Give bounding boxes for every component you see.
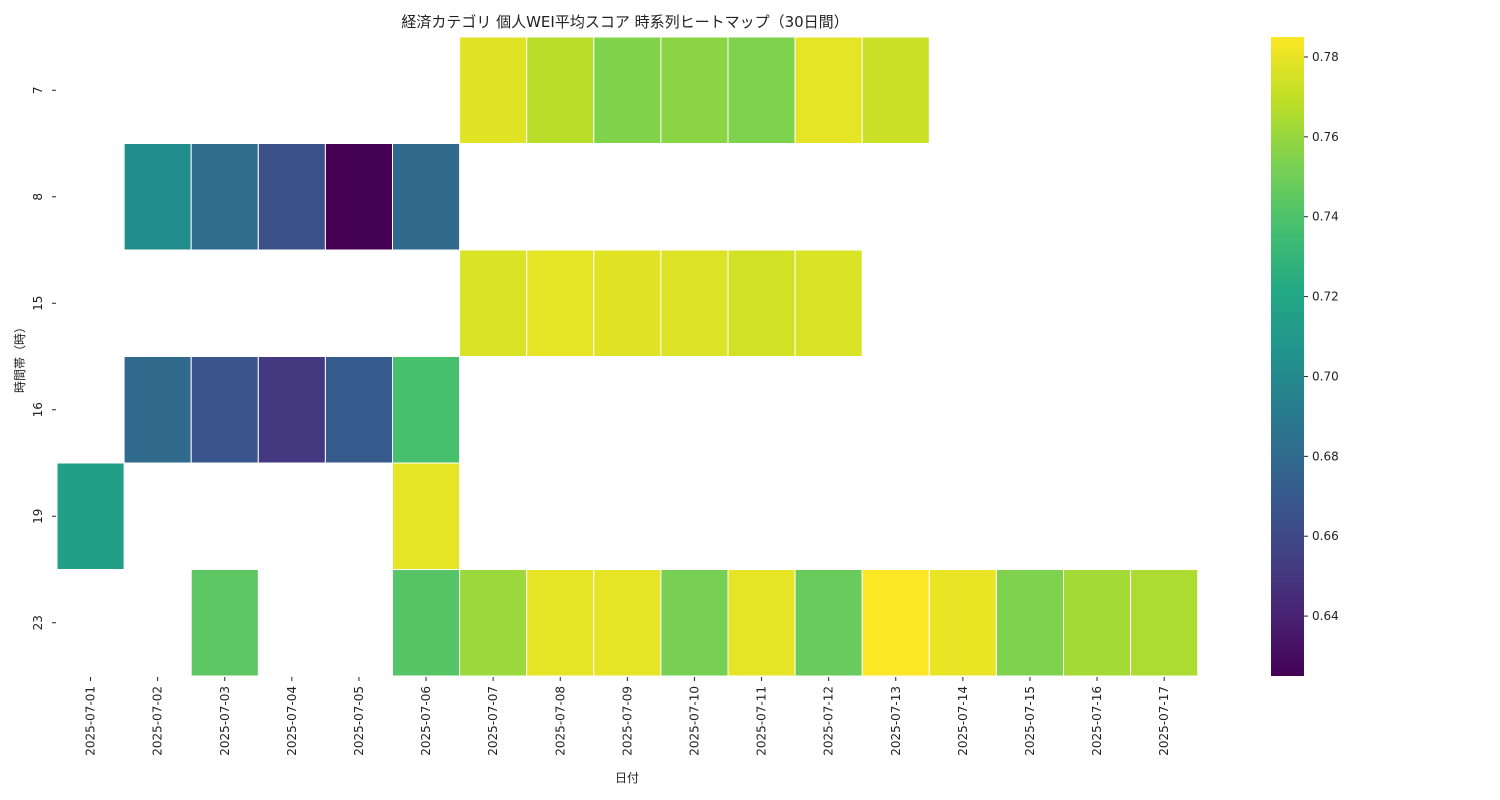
y-tick-label: 23: [31, 615, 45, 630]
x-axis-ticks: 2025-07-01 2025-07-02 2025-07-03 2025-07-04…: [84, 677, 1171, 756]
heatmap-cell: [727, 569, 796, 677]
y-tick-label: 8: [31, 193, 45, 201]
heatmap-cell: [324, 356, 393, 464]
heatmap-cell: [257, 356, 326, 464]
heatmap-cell: [123, 356, 192, 464]
x-tick-label: 2025-07-10: [687, 686, 701, 756]
x-tick-label: 2025-07-16: [1090, 686, 1104, 756]
heatmap-cell: [660, 249, 729, 357]
colorbar-tick-label: 0.78: [1312, 50, 1339, 64]
x-tick-label: 2025-07-12: [822, 686, 836, 756]
chart-title: 経済カテゴリ 個人WEI平均スコア 時系列ヒートマップ（30日間）: [401, 13, 848, 31]
heatmap-cells: [56, 36, 1199, 677]
heatmap-cell: [526, 36, 595, 144]
heatmap-cell: [190, 356, 259, 464]
heatmap-cell: [526, 569, 595, 677]
heatmap-cell: [794, 569, 863, 677]
heatmap-cell: [190, 143, 259, 251]
colorbar-tick-label: 0.70: [1312, 369, 1339, 383]
heatmap-cell: [660, 569, 729, 677]
x-tick-label: 2025-07-01: [84, 686, 98, 756]
heatmap-cell: [459, 249, 528, 357]
x-tick-label: 2025-07-11: [755, 686, 769, 756]
heatmap-cell: [593, 569, 662, 677]
heatmap-cell: [593, 36, 662, 144]
heatmap-cell: [1130, 569, 1199, 677]
y-axis-label: 時間帯（時）: [13, 321, 27, 393]
x-tick-label: 2025-07-08: [553, 686, 567, 756]
y-tick-label: 7: [31, 86, 45, 94]
x-axis-label: 日付: [615, 771, 639, 785]
heatmap-cell: [861, 569, 930, 677]
heatmap-cell: [995, 569, 1065, 677]
heatmap-cell: [928, 569, 997, 677]
heatmap-cell: [324, 143, 393, 251]
colorbar: [1271, 37, 1304, 676]
x-tick-label: 2025-07-13: [889, 686, 903, 756]
heatmap-cell: [794, 36, 863, 144]
heatmap-cell: [794, 249, 863, 357]
heatmap-cell: [593, 249, 662, 357]
x-tick-label: 2025-07-09: [620, 686, 634, 756]
colorbar-tick-label: 0.64: [1312, 609, 1339, 623]
heatmap-cell: [526, 249, 595, 357]
colorbar-tick-label: 0.66: [1312, 529, 1339, 543]
heatmap-cell: [459, 36, 528, 144]
x-tick-label: 2025-07-03: [218, 686, 232, 756]
x-tick-label: 2025-07-04: [285, 686, 299, 756]
colorbar-tick-label: 0.68: [1312, 449, 1339, 463]
y-tick-label: 15: [31, 296, 45, 311]
heatmap-cell: [392, 569, 461, 677]
y-tick-label: 19: [31, 509, 45, 524]
heatmap-cell: [123, 143, 192, 251]
colorbar-tick-label: 0.72: [1312, 290, 1339, 304]
x-tick-label: 2025-07-17: [1157, 686, 1171, 756]
colorbar-tick-label: 0.74: [1312, 210, 1339, 224]
x-tick-label: 2025-07-07: [486, 686, 500, 756]
x-tick-label: 2025-07-05: [352, 686, 366, 756]
x-tick-label: 2025-07-02: [151, 686, 165, 756]
y-axis-ticks: 7 8 15 16 19 23: [31, 86, 56, 630]
heatmap-cell: [727, 36, 796, 144]
heatmap-cell: [459, 569, 528, 677]
colorbar-tick-label: 0.76: [1312, 130, 1339, 144]
heatmap-cell: [190, 569, 259, 677]
heatmap-cell: [861, 36, 930, 144]
heatmap-cell: [392, 143, 461, 251]
x-tick-label: 2025-07-14: [956, 686, 970, 756]
heatmap-cell: [56, 462, 125, 570]
x-tick-label: 2025-07-06: [419, 686, 433, 756]
y-tick-label: 16: [31, 402, 45, 417]
x-tick-label: 2025-07-15: [1023, 686, 1037, 756]
heatmap-cell: [392, 356, 461, 464]
heatmap-cell: [257, 143, 326, 251]
heatmap-cell: [660, 36, 729, 144]
colorbar-ticks: 0.64 0.66 0.68 0.70 0.72 0.74 0.76 0.78: [1304, 50, 1339, 623]
heatmap-cell: [392, 462, 461, 570]
heatmap-cell: [1063, 569, 1132, 677]
heatmap-cell: [727, 249, 796, 357]
